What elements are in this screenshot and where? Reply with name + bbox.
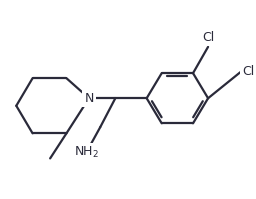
Text: Cl: Cl xyxy=(202,31,214,44)
Text: NH$_2$: NH$_2$ xyxy=(74,145,99,160)
Text: Cl: Cl xyxy=(242,65,254,78)
Text: N: N xyxy=(84,92,94,105)
